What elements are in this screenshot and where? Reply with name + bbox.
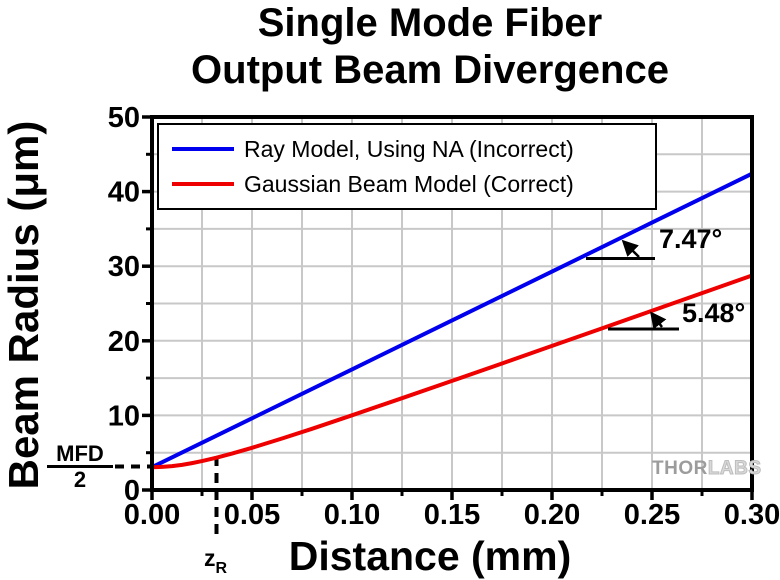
- chart-title: Single Mode Fiber Output Beam Divergence: [80, 0, 780, 94]
- x-tick-label: 0.20: [524, 499, 580, 531]
- chart-title-line1: Single Mode Fiber: [257, 1, 603, 45]
- gaussian-legend-label: Gaussian Beam Model (Correct): [244, 170, 574, 197]
- x-tick-label: 0.05: [224, 499, 280, 531]
- watermark-thor: THOR: [652, 458, 708, 479]
- x-tick-label: 0.10: [324, 499, 380, 531]
- y-tick-label: 20: [108, 326, 140, 358]
- gaussian-angle-callout: 5.48°: [608, 298, 745, 331]
- zr-label: zR: [204, 545, 228, 577]
- x-tick-label: 0.25: [624, 499, 680, 531]
- legend-item-ray: Ray Model, Using NA (Incorrect): [172, 135, 655, 163]
- axis-ticks: [142, 115, 754, 500]
- thorlabs-watermark: THORLABS: [652, 458, 762, 480]
- mfd-denominator-label: 2: [74, 467, 86, 492]
- chart-title-line2: Output Beam Divergence: [191, 48, 669, 92]
- y-tick-label: 50: [108, 102, 140, 134]
- gaussian-model-curve: [151, 273, 753, 470]
- x-axis-title: Distance (mm): [289, 533, 572, 579]
- ray-model-curve: [151, 171, 753, 469]
- y-tick-label: 40: [108, 177, 140, 209]
- data-series: [151, 171, 753, 470]
- zr-label-base: z: [204, 545, 216, 571]
- ray-angle-callout: 7.47°: [586, 224, 722, 260]
- legend-item-gaussian: Gaussian Beam Model (Correct): [172, 170, 655, 198]
- x-tick-label: 0.00: [124, 499, 180, 531]
- ray-angle-label: 7.47°: [659, 224, 722, 254]
- y-tick-label: 10: [108, 400, 140, 432]
- y-tick-label: 30: [108, 251, 140, 283]
- ray-angle-arrow: [621, 239, 640, 258]
- x-tick-label: 0.30: [724, 499, 780, 531]
- gaussian-line-sample: [172, 182, 234, 186]
- ray-legend-label: Ray Model, Using NA (Incorrect): [244, 135, 574, 162]
- zr-label-subscript: R: [216, 560, 228, 577]
- axis-tick-labels: 0.00 0.05 0.10 0.15 0.20 0.25 0.30 0 10 20 30 40 50: [108, 102, 780, 531]
- gaussian-angle-label: 5.48°: [682, 298, 745, 328]
- y-tick-label: 0: [124, 475, 140, 507]
- legend-box: Ray Model, Using NA (Incorrect) Gaussian…: [157, 123, 657, 210]
- gaussian-angle-arrow: [650, 311, 667, 330]
- ray-line-sample: [172, 147, 234, 151]
- x-tick-label: 0.15: [424, 499, 480, 531]
- y-axis-title: Beam Radius (μm): [0, 121, 47, 490]
- watermark-labs: LABS: [707, 458, 762, 480]
- mfd-numerator-label: MFD: [56, 441, 104, 466]
